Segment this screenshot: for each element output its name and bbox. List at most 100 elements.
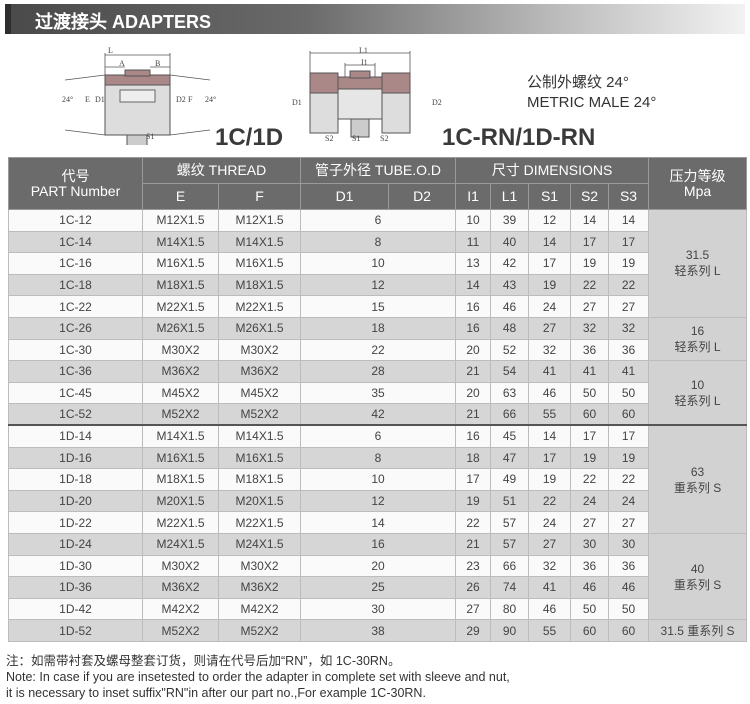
cell-thread-e: M52X2 [142, 403, 219, 426]
cell-tube-od: 18 [300, 316, 457, 340]
header-pressure-en: Mpa [683, 182, 712, 199]
cell-dim-l1: 63 [490, 381, 530, 405]
cell-dim-l1: 66 [490, 403, 530, 426]
cell-dim-l1: 47 [490, 446, 530, 470]
cell-tube-od: 8 [300, 446, 457, 470]
dim-label-d1: D1 [95, 95, 105, 104]
cell-dim-i1: 22 [455, 511, 492, 534]
table-row: 1D-16 M16X1.5 M16X1.5 8 18 47 17 19 19 [8, 446, 747, 470]
cell-thread-f: M22X1.5 [217, 511, 302, 534]
cell-dim-s1: 19 [528, 468, 572, 491]
cell-dim-i1: 20 [455, 381, 492, 405]
cell-tube-od: 16 [300, 532, 457, 556]
cell-dim-s1: 32 [528, 338, 572, 362]
cell-dim-s1: 12 [528, 209, 572, 232]
cell-dim-i1: 13 [455, 252, 492, 275]
cell-dim-s3: 17 [608, 230, 650, 254]
cell-dim-l1: 52 [490, 338, 530, 362]
cell-pressure: 31.5 轻系列 L [648, 209, 748, 318]
dim-label-s1: S1 [146, 132, 155, 141]
table-row: 1D-30 M30X2 M30X2 20 23 66 32 36 36 [8, 554, 747, 578]
cell-dim-l1: 54 [490, 360, 530, 383]
cell-thread-e: M30X2 [142, 338, 219, 362]
cell-part-number: 1D-16 [8, 446, 143, 470]
cell-dim-s3: 60 [608, 403, 650, 426]
cell-dim-s3: 46 [608, 576, 650, 599]
dim-label-b: B [155, 59, 161, 68]
pressure-series: 轻系列 L [674, 264, 721, 279]
cell-thread-e: M12X1.5 [142, 209, 219, 232]
cell-dim-s1: 22 [528, 489, 572, 513]
pressure-value: 31.5 [685, 248, 710, 263]
cell-dim-l1: 74 [490, 576, 530, 599]
cell-tube-od: 8 [300, 230, 457, 254]
table-row: 1C-16 M16X1.5 M16X1.5 10 13 42 17 19 19 [8, 252, 747, 275]
cell-part-number: 1C-36 [8, 360, 143, 383]
cell-dim-s2: 50 [570, 381, 610, 405]
header-f: F [217, 183, 302, 210]
cell-thread-f: M30X2 [217, 554, 302, 578]
cell-part-number: 1D-52 [8, 619, 143, 642]
table-row: 1C-52 M52X2 M52X2 42 21 66 55 60 60 [8, 403, 747, 426]
cell-thread-e: M36X2 [142, 576, 219, 599]
cell-thread-e: M42X2 [142, 597, 219, 621]
cell-dim-s2: 46 [570, 576, 610, 599]
cell-dim-s1: 24 [528, 295, 572, 318]
cell-dim-s2: 27 [570, 511, 610, 534]
table-row: 1D-14 M14X1.5 M14X1.5 6 16 45 14 17 17 63 重系列 S [8, 424, 748, 534]
note-en-line1: Note: In case if you are insetested to o… [6, 670, 510, 684]
cell-dim-l1: 48 [490, 316, 530, 340]
cell-part-number: 1C-22 [8, 295, 143, 318]
note-cn: 注：如需带衬套及螺母整套订货，则请在代号后加“RN”，如 1C-30RN。 [6, 654, 401, 668]
cell-thread-f: M18X1.5 [217, 273, 302, 297]
cell-dim-s1: 46 [528, 381, 572, 405]
cell-dim-s3: 14 [608, 209, 650, 232]
cell-dim-s3: 19 [608, 252, 650, 275]
cell-part-number: 1D-22 [8, 511, 143, 534]
cell-thread-f: M14X1.5 [217, 424, 302, 448]
table-row: 1C-26 M26X1.5 M26X1.5 18 16 48 27 32 32 16 轻系列 L [8, 316, 748, 362]
cell-part-number: 1D-14 [8, 424, 143, 448]
cell-thread-f: M26X1.5 [217, 316, 302, 340]
cell-thread-f: M22X1.5 [217, 295, 302, 318]
cell-dim-s3: 36 [608, 554, 650, 578]
cell-thread-f: M18X1.5 [217, 468, 302, 491]
cell-dim-s2: 24 [570, 489, 610, 513]
cell-dim-i1: 10 [455, 209, 492, 232]
pressure-series: 轻系列 L [674, 340, 721, 355]
cell-thread-f: M52X2 [217, 619, 302, 642]
cell-pressure: 31.5 重系列 S [648, 619, 748, 642]
cell-dim-s3: 60 [608, 619, 650, 642]
notes: 注：如需带衬套及螺母整套订货，则请在代号后加“RN”，如 1C-30RN。 No… [6, 653, 510, 701]
cell-dim-s2: 50 [570, 597, 610, 621]
pressure-series: 重系列 S [673, 577, 722, 592]
dim-label-rn-s2-left: S2 [325, 134, 334, 143]
cell-dim-s1: 55 [528, 403, 572, 426]
pressure-value: 63 [690, 464, 705, 479]
cell-thread-f: M16X1.5 [217, 252, 302, 275]
model-1c-1d: 1C/1D [215, 124, 284, 151]
header-tube-od: 管子外径 TUBE.O.D [300, 157, 457, 184]
cell-thread-e: M26X1.5 [142, 316, 219, 340]
dim-label-e: E [85, 95, 90, 104]
cell-part-number: 1D-42 [8, 597, 143, 621]
cell-part-number: 1D-18 [8, 468, 143, 491]
table-row: 1C-22 M22X1.5 M22X1.5 15 16 46 24 27 27 [8, 295, 747, 318]
cell-dim-i1: 14 [455, 273, 492, 297]
cell-thread-f: M36X2 [217, 360, 302, 383]
cell-dim-s2: 36 [570, 554, 610, 578]
dim-label-l1: L1 [359, 46, 368, 55]
adapter-1c-1d-drawing [64, 53, 211, 145]
cell-dim-s2: 17 [570, 424, 610, 448]
dim-label-d2: D2 [176, 95, 186, 104]
cell-part-number: 1D-30 [8, 554, 143, 578]
cell-dim-i1: 21 [455, 403, 492, 426]
header-i1: I1 [455, 183, 492, 210]
cell-thread-e: M20X1.5 [142, 489, 219, 513]
cell-dim-s1: 55 [528, 619, 572, 642]
header-thread: 螺纹 THREAD [141, 157, 302, 184]
cell-dim-l1: 40 [490, 230, 530, 254]
cell-dim-s3: 22 [608, 468, 650, 491]
cell-dim-s1: 14 [528, 230, 572, 254]
